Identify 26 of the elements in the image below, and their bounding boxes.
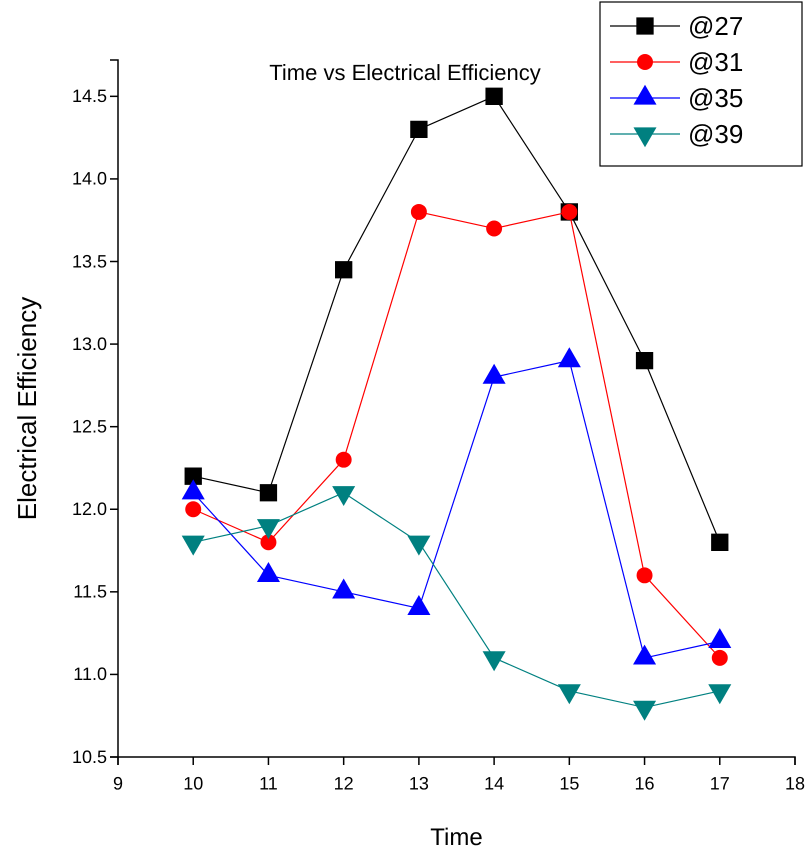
x-tick-label: 11 xyxy=(259,774,278,794)
x-tick-label: 18 xyxy=(784,774,806,794)
chart-title: Time vs Electrical Efficiency xyxy=(269,60,541,85)
x-tick-label: 14 xyxy=(484,774,504,794)
x-tick-label: 17 xyxy=(710,774,730,794)
y-tick-label: 12.0 xyxy=(72,499,107,520)
legend-label: @27 xyxy=(688,11,744,41)
legend-label: @39 xyxy=(688,119,744,149)
y-tick-label: 12.5 xyxy=(72,416,107,436)
y-axis-title: Electrical Efficiency xyxy=(12,296,42,520)
y-tick-label: 13.5 xyxy=(72,251,107,272)
y-tick-label: 13.0 xyxy=(72,334,107,354)
x-tick-label: 15 xyxy=(559,774,580,794)
y-tick-label: 11.5 xyxy=(73,582,107,602)
x-tick-label: 12 xyxy=(334,774,354,794)
x-tick-label: 13 xyxy=(408,774,429,794)
x-tick-label: 9 xyxy=(112,774,124,794)
x-tick-label: 10 xyxy=(183,774,204,794)
y-tick-label: 14.0 xyxy=(72,168,107,189)
y-tick-label: 14.5 xyxy=(72,86,107,106)
legend-label: @31 xyxy=(688,47,744,77)
y-tick-label: 10.5 xyxy=(72,746,107,767)
x-axis-title: Time xyxy=(430,824,483,851)
x-tick-label: 16 xyxy=(634,774,655,794)
y-tick-label: 11.0 xyxy=(73,664,107,684)
legend-label: @35 xyxy=(688,83,744,113)
